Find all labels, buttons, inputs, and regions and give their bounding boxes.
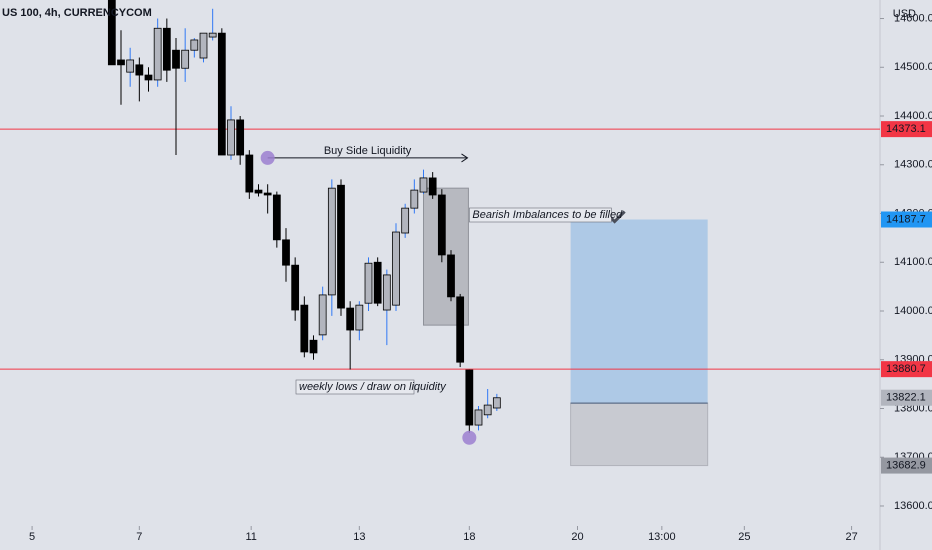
price-tag-label: 13880.7	[886, 363, 926, 375]
y-tick-label: 14400.0	[894, 110, 932, 122]
note-label: weekly lows / draw on liquidity	[299, 381, 447, 393]
y-tick-label: 14300.0	[894, 159, 932, 171]
candle-body	[447, 254, 455, 298]
candle-body	[456, 296, 465, 363]
candle-body	[291, 264, 300, 311]
candle-body	[419, 177, 428, 193]
arrow-head	[461, 153, 469, 163]
y-tick-label: 14000.0	[894, 305, 932, 317]
candle-body	[135, 64, 144, 76]
candle-body	[346, 307, 355, 331]
x-tick-label: 27	[845, 531, 857, 543]
price-tag	[881, 211, 932, 228]
x-tick-label: 25	[738, 531, 750, 543]
y-tick-label: 13600.0	[894, 500, 932, 512]
price-tag-label: 13682.9	[886, 459, 926, 471]
candle-body	[492, 397, 501, 409]
note-label: Bearish Imbalances to be filled	[472, 209, 623, 221]
candle-body	[227, 119, 235, 156]
candle-body	[300, 304, 309, 353]
candle-body	[282, 239, 290, 266]
candle-body	[355, 304, 364, 331]
x-tick-label: 13	[353, 531, 365, 543]
price-tag-label: 14373.1	[886, 123, 926, 135]
candle-body	[428, 177, 437, 196]
candle-body	[199, 32, 208, 59]
candle-body	[272, 194, 281, 241]
candle-body	[254, 189, 263, 194]
candle-body	[392, 231, 400, 306]
liquidity-label: Buy Side Liquidity	[324, 145, 412, 157]
candle-body	[373, 261, 382, 304]
target-zone	[570, 219, 708, 404]
price-tag	[881, 361, 932, 378]
x-tick-label: 13:00	[648, 531, 676, 543]
x-tick-label: 5	[29, 531, 35, 543]
candle-body	[107, 0, 116, 66]
x-tick-label: 11	[245, 531, 256, 543]
chart-title: US 100, 4h, CURRENCYCOM	[2, 7, 152, 19]
price-tag-label: 14187.7	[886, 213, 926, 225]
candle-body	[153, 27, 162, 81]
candle-body	[126, 59, 135, 73]
price-tag-label: 13822.1	[886, 392, 926, 404]
candle-body	[263, 192, 272, 196]
target-marker	[462, 430, 477, 445]
candle-body	[144, 74, 153, 81]
liquidity-marker	[260, 150, 275, 165]
candle-body	[401, 207, 410, 234]
candle-body	[364, 262, 373, 304]
candle-body	[318, 294, 327, 336]
note-box	[469, 207, 612, 223]
x-tick-label: 7	[136, 531, 142, 543]
price-tag	[881, 457, 932, 474]
candle-body	[217, 32, 226, 156]
candle-body	[190, 39, 199, 51]
x-tick-label: 20	[571, 531, 583, 543]
candle-body	[474, 409, 483, 426]
currency: USD	[893, 8, 916, 20]
candle-body	[236, 119, 245, 156]
candle-body	[382, 274, 391, 311]
candle-body	[465, 369, 474, 426]
candle-body	[245, 154, 254, 193]
price-tag	[881, 121, 932, 138]
candle-body	[437, 194, 446, 256]
candle-body	[117, 59, 125, 66]
candle-body	[181, 49, 190, 69]
candle-body	[309, 339, 318, 354]
candle-body	[172, 49, 180, 69]
y-tick-label: 14600.0	[894, 12, 932, 24]
y-tick-label: 14500.0	[894, 61, 932, 73]
candle-body	[337, 184, 345, 309]
price-tag	[881, 389, 932, 406]
candle-body	[208, 32, 217, 38]
y-tick-label: 14100.0	[894, 256, 932, 268]
stop-zone	[570, 402, 709, 467]
candle-body	[162, 27, 171, 71]
candle-body	[483, 404, 492, 416]
x-tick-label: 18	[463, 531, 475, 543]
candle-body	[327, 187, 336, 296]
candle-body	[410, 189, 419, 209]
note-box	[295, 379, 415, 395]
